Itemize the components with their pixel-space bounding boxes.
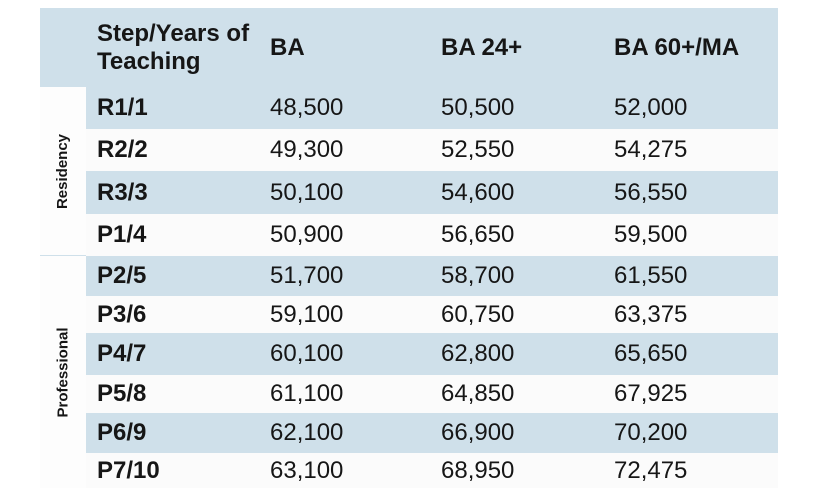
- ba-cell: 59,100: [270, 300, 344, 328]
- ba-cell: 51,700: [270, 262, 344, 289]
- ba-60-cell: 54,275: [614, 136, 688, 163]
- step-cell: R2/2: [97, 136, 148, 163]
- ba-24-cell: 56,650: [441, 221, 515, 248]
- residency-label-text: Residency: [54, 133, 72, 210]
- ba-24-cell: 60,750: [441, 300, 515, 328]
- table-row: P1/4 50,900 56,650 59,500: [40, 214, 778, 256]
- step-cell: P4/7: [97, 340, 147, 367]
- step-cell: P7/10: [97, 456, 160, 484]
- ba-cell: 62,100: [270, 419, 344, 446]
- ba-60-cell: 59,500: [614, 221, 688, 248]
- table-row: R1/1 48,500 50,500 52,000: [40, 87, 778, 129]
- ba-24-cell: 50,500: [441, 94, 515, 121]
- ba-cell: 50,900: [270, 221, 344, 248]
- header-ba: BA: [270, 33, 305, 61]
- salary-table: Step/Years of Teaching BA BA 24+ BA 60+/…: [40, 8, 778, 488]
- step-cell: P1/4: [97, 221, 147, 248]
- step-cell: R3/3: [97, 178, 148, 206]
- professional-group-label: Professional: [40, 256, 86, 488]
- ba-60-cell: 56,550: [614, 178, 688, 206]
- residency-group-label: Residency: [40, 87, 86, 256]
- ba-cell: 50,100: [270, 178, 344, 206]
- table-row: P6/9 62,100 66,900 70,200: [40, 413, 778, 453]
- step-cell: P2/5: [97, 262, 147, 289]
- ba-24-cell: 64,850: [441, 380, 515, 407]
- ba-cell: 60,100: [270, 340, 344, 367]
- step-cell: R1/1: [97, 94, 148, 121]
- ba-60-cell: 52,000: [614, 94, 688, 121]
- table-row: P5/8 61,100 64,850 67,925: [40, 375, 778, 413]
- ba-cell: 63,100: [270, 456, 344, 484]
- table-row: P7/10 63,100 68,950 72,475: [40, 453, 778, 488]
- ba-24-cell: 58,700: [441, 262, 515, 289]
- table-row: P2/5 51,700 58,700 61,550: [40, 256, 778, 296]
- ba-60-cell: 72,475: [614, 456, 688, 484]
- table-row: R3/3 50,100 54,600 56,550: [40, 171, 778, 214]
- ba-60-cell: 65,650: [614, 340, 688, 367]
- ba-24-cell: 66,900: [441, 419, 515, 446]
- table-row: P3/6 59,100 60,750 63,375: [40, 296, 778, 333]
- step-cell: P3/6: [97, 300, 147, 328]
- ba-60-cell: 63,375: [614, 300, 688, 328]
- table-row: P4/7 60,100 62,800 65,650: [40, 333, 778, 375]
- ba-24-cell: 52,550: [441, 136, 515, 163]
- ba-24-cell: 62,800: [441, 340, 515, 367]
- ba-cell: 61,100: [270, 380, 344, 407]
- ba-60-cell: 61,550: [614, 262, 688, 289]
- ba-60-cell: 67,925: [614, 380, 688, 407]
- table-row: R2/2 49,300 52,550 54,275: [40, 129, 778, 171]
- header-ba-60-ma: BA 60+/MA: [614, 33, 740, 61]
- table-header-row: Step/Years of Teaching BA BA 24+ BA 60+/…: [40, 8, 778, 87]
- professional-label-text: Professional: [54, 326, 72, 418]
- step-cell: P6/9: [97, 419, 147, 446]
- ba-24-cell: 68,950: [441, 456, 515, 484]
- ba-cell: 48,500: [270, 94, 344, 121]
- header-ba-24: BA 24+: [441, 33, 523, 61]
- ba-60-cell: 70,200: [614, 419, 688, 446]
- ba-cell: 49,300: [270, 136, 344, 163]
- step-cell: P5/8: [97, 380, 147, 407]
- header-step-years: Step/Years of Teaching: [97, 19, 250, 75]
- ba-24-cell: 54,600: [441, 178, 515, 206]
